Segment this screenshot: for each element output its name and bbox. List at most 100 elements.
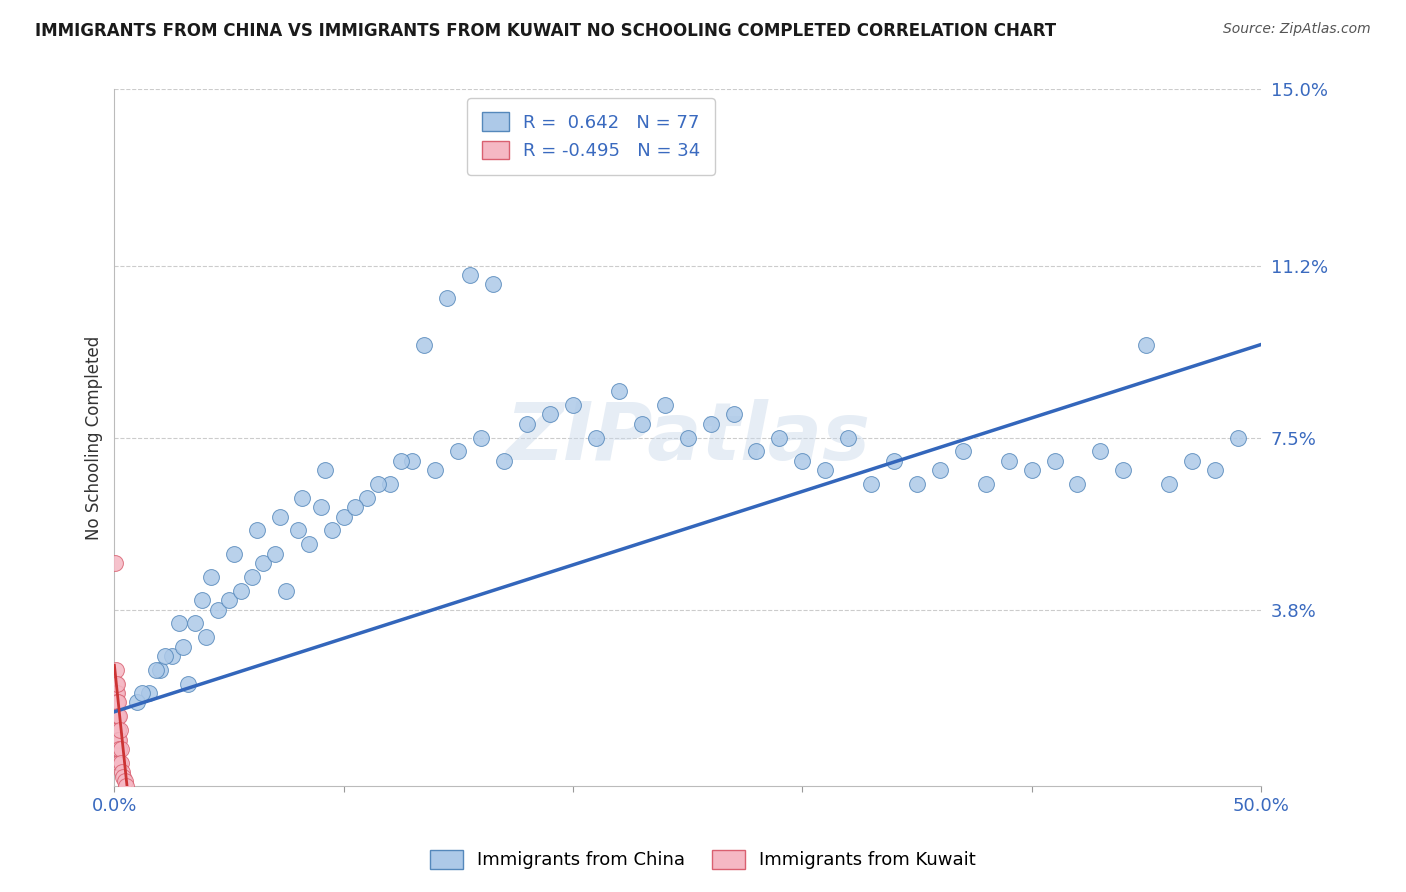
Point xyxy=(1204,463,1226,477)
Point xyxy=(131,686,153,700)
Text: Source: ZipAtlas.com: Source: ZipAtlas.com xyxy=(1223,22,1371,37)
Point xyxy=(177,677,200,691)
Text: IMMIGRANTS FROM CHINA VS IMMIGRANTS FROM KUWAIT NO SCHOOLING COMPLETED CORRELATI: IMMIGRANTS FROM CHINA VS IMMIGRANTS FROM… xyxy=(35,22,1056,40)
Point xyxy=(630,417,652,431)
Point xyxy=(105,677,128,691)
Point xyxy=(814,463,837,477)
Point xyxy=(401,454,423,468)
Point xyxy=(974,477,997,491)
Point xyxy=(104,677,127,691)
Point xyxy=(107,709,129,723)
Point xyxy=(108,732,131,747)
Point xyxy=(112,770,135,784)
Point xyxy=(1021,463,1043,477)
Point xyxy=(1043,454,1066,468)
Point xyxy=(344,500,367,515)
Point xyxy=(105,732,128,747)
Point xyxy=(298,537,321,551)
Point xyxy=(110,756,132,770)
Point xyxy=(145,663,167,677)
Point xyxy=(105,709,128,723)
Point xyxy=(107,742,129,756)
Point xyxy=(107,709,129,723)
Point xyxy=(183,616,205,631)
Point xyxy=(883,454,905,468)
Point xyxy=(107,742,129,756)
Point xyxy=(321,524,343,538)
Point xyxy=(1159,477,1181,491)
Point xyxy=(190,593,212,607)
Point xyxy=(792,454,814,468)
Point xyxy=(389,454,412,468)
Point xyxy=(314,463,336,477)
Point xyxy=(1135,337,1157,351)
Point xyxy=(172,640,194,654)
Point xyxy=(269,509,291,524)
Point xyxy=(218,593,240,607)
Point xyxy=(291,491,314,505)
Point xyxy=(562,398,585,412)
Point xyxy=(160,648,183,663)
Point xyxy=(607,384,630,398)
Point xyxy=(332,509,354,524)
Point xyxy=(107,732,129,747)
Point xyxy=(222,547,245,561)
Point xyxy=(115,779,138,793)
Point xyxy=(105,696,128,710)
Point xyxy=(494,454,516,468)
Point xyxy=(153,648,176,663)
Point xyxy=(111,765,134,780)
Point xyxy=(195,631,218,645)
Point xyxy=(207,602,229,616)
Point xyxy=(104,556,127,570)
Point xyxy=(997,454,1019,468)
Point xyxy=(905,477,928,491)
Point xyxy=(436,291,458,305)
Point xyxy=(1090,444,1112,458)
Point xyxy=(367,477,389,491)
Point xyxy=(240,570,263,584)
Legend: R =  0.642   N = 77, R = -0.495   N = 34: R = 0.642 N = 77, R = -0.495 N = 34 xyxy=(467,98,716,175)
Point xyxy=(245,524,267,538)
Point xyxy=(107,723,129,738)
Point xyxy=(264,547,287,561)
Point xyxy=(107,696,129,710)
Point xyxy=(481,277,503,292)
Point xyxy=(108,742,131,756)
Point xyxy=(309,500,332,515)
Point xyxy=(723,407,745,421)
Y-axis label: No Schooling Completed: No Schooling Completed xyxy=(86,335,103,540)
Point xyxy=(105,686,128,700)
Point xyxy=(516,417,538,431)
Point xyxy=(104,696,127,710)
Point xyxy=(276,583,298,598)
Point xyxy=(538,407,561,421)
Point xyxy=(458,268,481,282)
Point xyxy=(699,417,721,431)
Point xyxy=(252,556,274,570)
Point xyxy=(105,696,128,710)
Point xyxy=(108,723,131,738)
Legend: Immigrants from China, Immigrants from Kuwait: Immigrants from China, Immigrants from K… xyxy=(422,841,984,879)
Point xyxy=(745,444,768,458)
Point xyxy=(105,732,128,747)
Point xyxy=(1226,430,1249,444)
Point xyxy=(107,723,129,738)
Point xyxy=(229,583,252,598)
Point xyxy=(167,616,190,631)
Point xyxy=(105,723,128,738)
Point xyxy=(356,491,378,505)
Point xyxy=(105,709,128,723)
Point xyxy=(200,570,222,584)
Point xyxy=(837,430,859,444)
Text: ZIPatlas: ZIPatlas xyxy=(505,399,870,476)
Point xyxy=(149,663,172,677)
Point xyxy=(108,756,131,770)
Point xyxy=(585,430,607,444)
Point xyxy=(378,477,401,491)
Point xyxy=(470,430,492,444)
Point xyxy=(425,463,447,477)
Point xyxy=(860,477,883,491)
Point xyxy=(928,463,950,477)
Point xyxy=(287,524,309,538)
